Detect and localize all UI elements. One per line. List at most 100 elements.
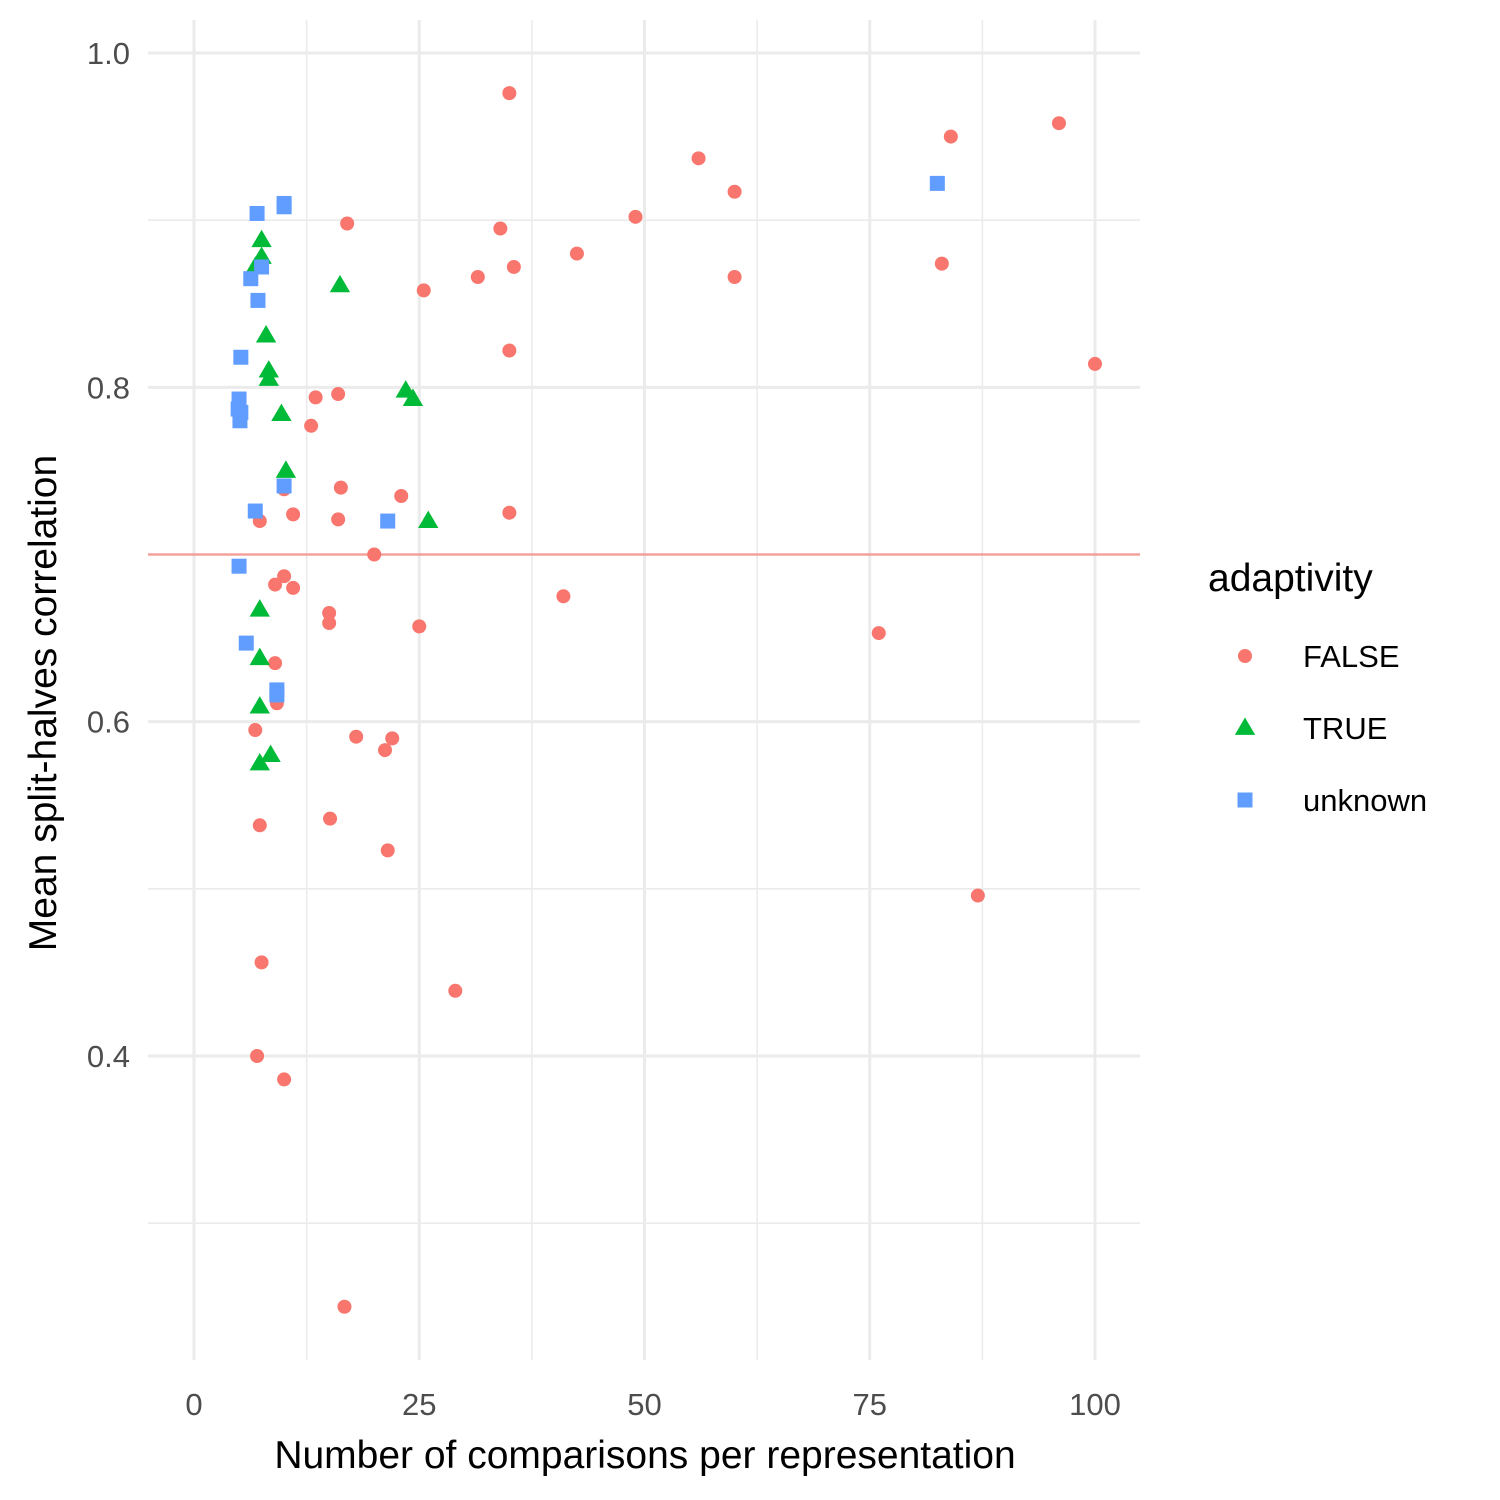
x-axis-title: Number of comparisons per representation: [274, 1434, 1015, 1477]
data-point-false: [349, 729, 364, 744]
data-point-false: [1051, 116, 1066, 131]
data-point-true: [255, 325, 277, 343]
data-point-false: [248, 723, 263, 738]
x-tick-label: 0: [185, 1387, 202, 1422]
data-point-true: [251, 229, 272, 248]
data-point-false: [277, 569, 292, 584]
data-point-false: [250, 1049, 265, 1063]
data-point-false: [304, 418, 319, 433]
data-point-unknown: [929, 175, 945, 191]
data-point-true: [258, 368, 279, 386]
data-point-false: [727, 270, 742, 285]
data-points: [230, 86, 1102, 1314]
data-point-false: [502, 86, 517, 101]
data-point-false: [367, 547, 382, 562]
data-point-false: [394, 488, 409, 503]
data-point-true: [329, 274, 351, 293]
y-tick-labels: 0.4 0.6 0.8 1.0: [87, 36, 130, 1074]
data-point-false: [502, 343, 517, 358]
data-point-false: [268, 656, 283, 671]
data-point-false: [333, 480, 348, 495]
legend-title: adaptivity: [1208, 557, 1373, 600]
data-point-unknown: [232, 413, 248, 429]
legend-key-unknown: [1237, 792, 1253, 808]
data-point-false: [934, 256, 949, 271]
data-point-false: [337, 1299, 352, 1314]
data-point-false: [502, 505, 517, 520]
data-point-false: [340, 216, 355, 231]
data-point-false: [323, 811, 338, 826]
data-point-false: [506, 259, 521, 274]
legend: adaptivity FALSE TRUE unknown: [1208, 557, 1427, 818]
data-point-unknown: [249, 205, 265, 221]
data-point-false: [331, 512, 346, 527]
data-point-true: [249, 696, 270, 714]
data-point-false: [322, 606, 337, 621]
data-point-true: [260, 744, 281, 763]
data-point-true: [249, 752, 270, 771]
data-point-false: [252, 818, 267, 833]
data-point-unknown: [231, 558, 247, 574]
data-point-false: [470, 270, 485, 285]
data-point-unknown: [230, 401, 246, 417]
data-point-unknown: [380, 513, 396, 529]
x-tick-label: 75: [853, 1387, 887, 1422]
data-point-unknown: [247, 503, 263, 519]
data-point-false: [691, 151, 706, 166]
data-point-unknown: [250, 292, 266, 308]
data-point-false: [727, 184, 742, 199]
legend-label: TRUE: [1303, 711, 1387, 746]
data-point-unknown: [254, 259, 270, 275]
data-point-false: [268, 577, 283, 592]
data-point-false: [871, 626, 886, 641]
data-point-true: [249, 647, 270, 666]
data-point-false: [493, 221, 508, 236]
data-point-false: [628, 209, 643, 224]
data-point-unknown: [238, 635, 254, 651]
x-tick-label: 50: [627, 1387, 661, 1422]
y-tick-label: 0.8: [87, 370, 130, 405]
data-point-false: [448, 983, 463, 998]
data-point-true: [249, 599, 270, 617]
data-point-false: [380, 843, 395, 858]
data-point-true: [418, 510, 439, 528]
data-point-false: [286, 580, 301, 595]
data-point-unknown: [269, 687, 285, 703]
grid: [148, 20, 1140, 1360]
data-point-unknown: [233, 349, 249, 365]
data-point-true: [275, 460, 297, 478]
x-tick-label: 100: [1069, 1387, 1121, 1422]
data-point-unknown: [276, 199, 292, 215]
x-tick-labels: 0 25 50 75 100: [185, 1387, 1120, 1422]
y-tick-label: 1.0: [87, 36, 130, 71]
data-point-false: [970, 888, 985, 903]
data-point-unknown: [276, 478, 292, 494]
data-point-false: [416, 283, 431, 298]
legend-key-true: [1234, 717, 1256, 735]
data-point-true: [271, 403, 292, 422]
legend-label: FALSE: [1303, 639, 1400, 674]
data-point-false: [412, 619, 427, 634]
data-point-false: [556, 589, 571, 604]
y-tick-label: 0.6: [87, 705, 130, 740]
data-point-false: [277, 1072, 292, 1087]
y-tick-label: 0.4: [87, 1039, 130, 1074]
data-point-true: [402, 388, 424, 406]
legend-key-false: [1238, 649, 1252, 663]
data-point-false: [308, 390, 323, 405]
y-axis-title: Mean split-halves correlation: [22, 455, 65, 951]
data-point-false: [286, 507, 301, 522]
data-point-false: [378, 743, 393, 758]
data-point-unknown: [243, 271, 259, 287]
data-point-false: [943, 129, 958, 144]
data-point-false: [1088, 356, 1102, 371]
legend-items: FALSE TRUE unknown: [1234, 639, 1427, 818]
data-point-false: [254, 955, 269, 970]
data-point-false: [322, 616, 337, 631]
x-tick-label: 25: [402, 1387, 436, 1422]
data-point-false: [569, 246, 584, 261]
legend-label: unknown: [1303, 783, 1427, 818]
data-point-false: [331, 387, 346, 402]
data-point-false: [385, 731, 400, 746]
